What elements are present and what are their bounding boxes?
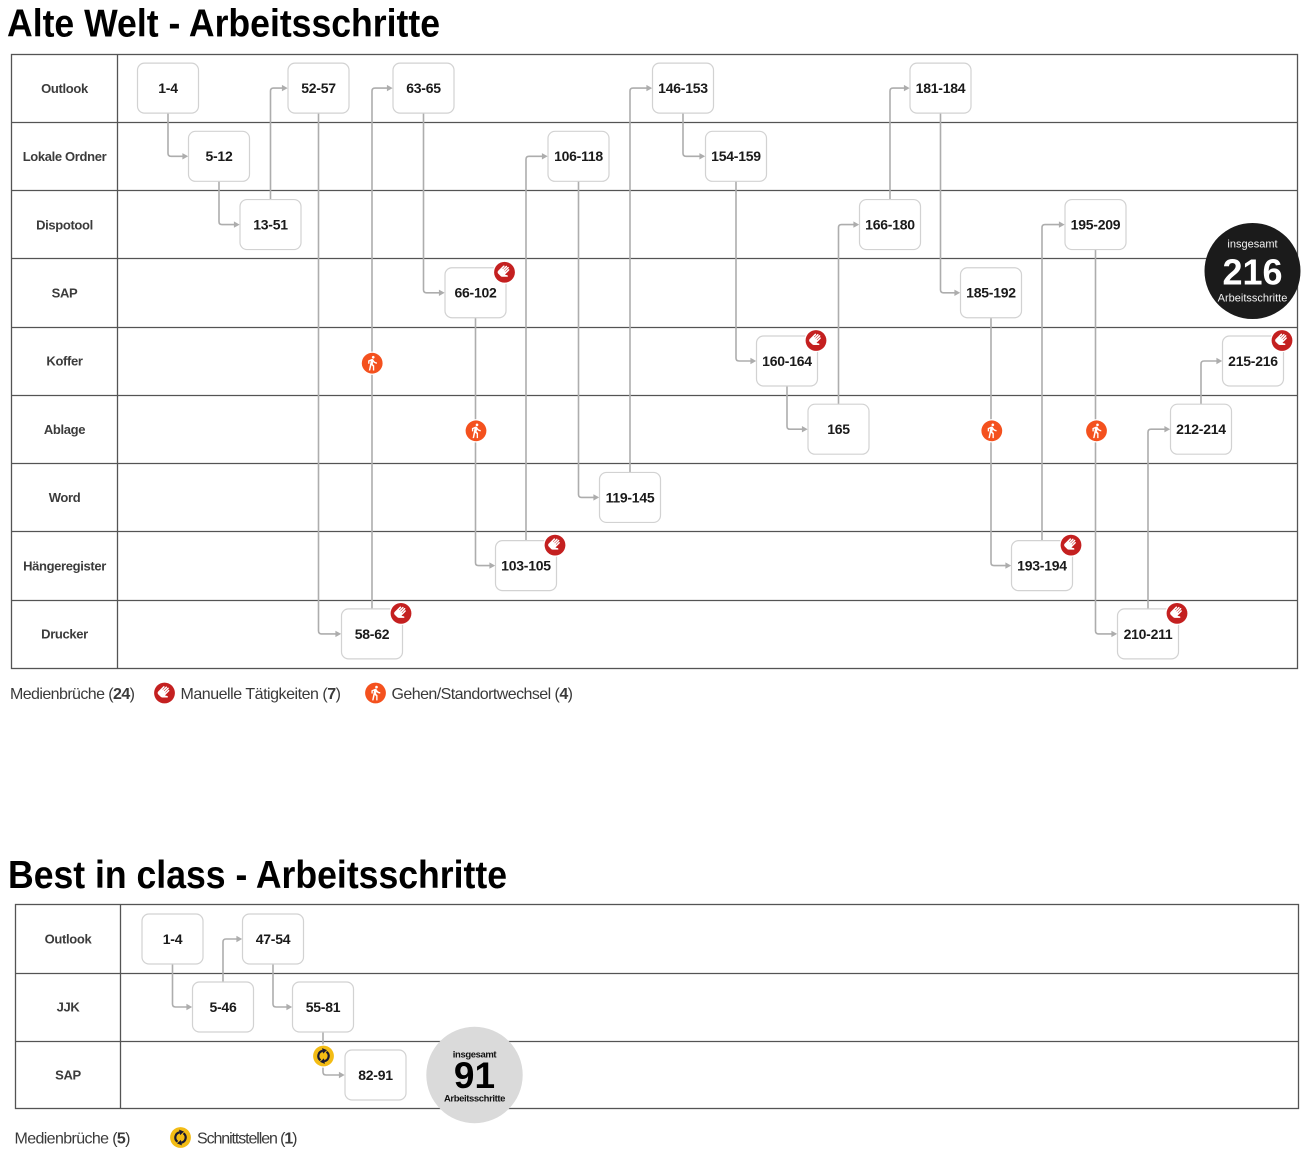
- svg-text:Koffer: Koffer: [46, 354, 82, 369]
- svg-text:193-194: 193-194: [1017, 558, 1067, 574]
- svg-text:13-51: 13-51: [253, 216, 288, 232]
- svg-text:212-214: 212-214: [1176, 421, 1226, 437]
- svg-text:SAP: SAP: [52, 285, 78, 300]
- svg-text:Best in class - Arbeitsschritt: Best in class - Arbeitsschritte: [8, 854, 507, 897]
- svg-text:Arbeitsschritte: Arbeitsschritte: [444, 1094, 505, 1105]
- svg-text:106-118: 106-118: [554, 148, 603, 164]
- svg-text:55-81: 55-81: [306, 999, 341, 1015]
- svg-text:185-192: 185-192: [966, 285, 1016, 301]
- svg-text:195-209: 195-209: [1071, 216, 1121, 232]
- svg-text:Hängeregister: Hängeregister: [23, 558, 106, 573]
- svg-text:146-153: 146-153: [658, 80, 708, 96]
- svg-text:JJK: JJK: [57, 1000, 81, 1015]
- svg-text:63-65: 63-65: [406, 80, 441, 96]
- svg-text:52-57: 52-57: [301, 80, 336, 96]
- svg-text:5-12: 5-12: [205, 148, 232, 164]
- svg-text:Lokale Ordner: Lokale Ordner: [23, 149, 107, 164]
- svg-text:Outlook: Outlook: [41, 81, 89, 96]
- svg-text:160-164: 160-164: [762, 353, 812, 369]
- svg-text:119-145: 119-145: [606, 489, 655, 505]
- svg-text:216: 216: [1222, 252, 1282, 293]
- svg-text:47-54: 47-54: [256, 931, 291, 947]
- svg-text:1-4: 1-4: [163, 931, 183, 947]
- svg-text:1-4: 1-4: [158, 80, 178, 96]
- svg-text:66-102: 66-102: [454, 285, 497, 301]
- svg-text:154-159: 154-159: [711, 148, 761, 164]
- svg-text:insgesamt: insgesamt: [1227, 239, 1277, 251]
- svg-text:91: 91: [454, 1055, 495, 1096]
- svg-text:Alte Welt - Arbeitsschritte: Alte Welt - Arbeitsschritte: [7, 3, 440, 46]
- svg-text:165: 165: [827, 421, 850, 437]
- svg-text:Arbeitsschritte: Arbeitsschritte: [1218, 293, 1288, 305]
- svg-text:166-180: 166-180: [865, 216, 915, 232]
- svg-text:Word: Word: [49, 490, 81, 505]
- svg-text:Manuelle Tätigkeiten (7): Manuelle Tätigkeiten (7): [181, 686, 342, 703]
- svg-text:Gehen/Standortwechsel (4): Gehen/Standortwechsel (4): [392, 686, 574, 703]
- svg-text:5-46: 5-46: [209, 999, 236, 1015]
- svg-text:SAP: SAP: [55, 1068, 81, 1083]
- svg-text:215-216: 215-216: [1228, 353, 1278, 369]
- svg-text:210-211: 210-211: [1124, 626, 1173, 642]
- svg-text:103-105: 103-105: [501, 558, 551, 574]
- svg-text:181-184: 181-184: [916, 80, 966, 96]
- svg-text:82-91: 82-91: [358, 1067, 393, 1083]
- svg-text:Medienbrüche (24): Medienbrüche (24): [10, 686, 135, 703]
- svg-text:58-62: 58-62: [355, 626, 390, 642]
- svg-text:Ablage: Ablage: [44, 422, 85, 437]
- svg-text:Schnittstellen (1): Schnittstellen (1): [197, 1131, 298, 1148]
- svg-text:Outlook: Outlook: [45, 932, 93, 947]
- svg-text:insgesamt: insgesamt: [453, 1050, 498, 1061]
- svg-text:Medienbrüche (5): Medienbrüche (5): [15, 1131, 131, 1148]
- svg-text:Dispotool: Dispotool: [36, 217, 93, 232]
- svg-text:Drucker: Drucker: [41, 627, 88, 642]
